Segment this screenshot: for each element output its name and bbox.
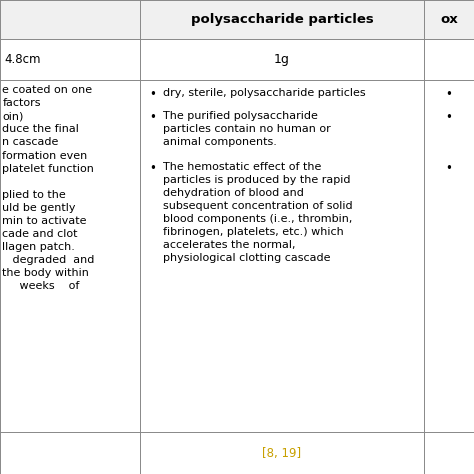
Text: 4.8cm: 4.8cm [5,53,41,66]
Text: The hemostatic effect of the
particles is produced by the rapid
dehydration of b: The hemostatic effect of the particles i… [163,162,352,264]
Bar [0,0,474,39]
Text: The purified polysaccharide
particles contain no human or
animal components.: The purified polysaccharide particles co… [163,111,330,147]
Text: •: • [150,88,156,101]
Text: •: • [150,162,156,175]
Text: •: • [446,88,453,101]
Text: •: • [446,111,453,124]
Text: •: • [150,111,156,124]
Text: dry, sterile, polysaccharide particles: dry, sterile, polysaccharide particles [163,88,365,98]
Text: ox: ox [440,13,458,26]
Text: e coated on one
factors
oin)
duce the final
n cascade
formation even
platelet fu: e coated on one factors oin) duce the fi… [2,85,95,291]
Text: [8, 19]: [8, 19] [263,447,301,460]
Text: •: • [446,162,453,175]
Text: 1g: 1g [274,53,290,66]
Text: polysaccharide particles: polysaccharide particles [191,13,374,26]
